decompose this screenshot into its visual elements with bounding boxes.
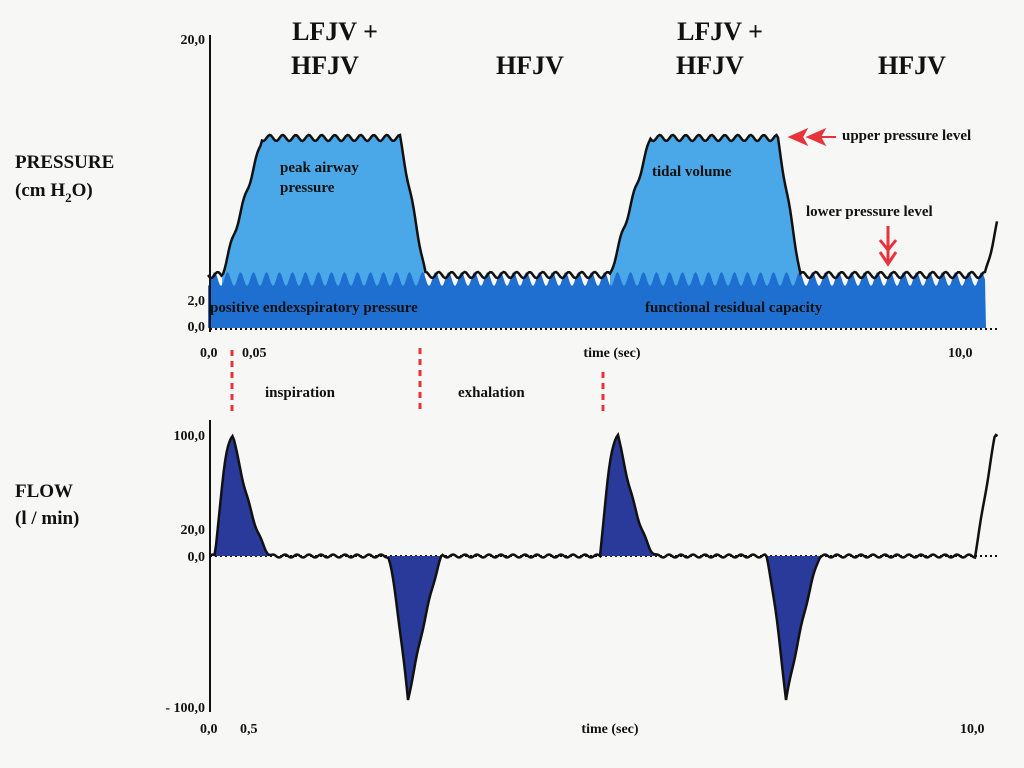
annotation: lower pressure level xyxy=(806,204,933,220)
unit-part: (cm H xyxy=(15,180,65,201)
flow-fill xyxy=(600,435,657,556)
phase-name: inspiration xyxy=(265,385,336,401)
frc-band xyxy=(208,272,986,328)
x-tick-label: 0,05 xyxy=(242,346,267,361)
x-axis-title: time (sec) xyxy=(583,346,640,361)
annotation: tidal volume xyxy=(652,164,732,180)
axis-title: FLOW xyxy=(15,481,73,502)
phase-label: HFJV xyxy=(878,51,946,80)
phase-label: LFJV + xyxy=(677,17,763,46)
axis-unit: (l / min) xyxy=(15,508,79,529)
arrow xyxy=(787,127,836,147)
unit-sub: 2 xyxy=(65,190,72,205)
y-tick-label: 2,0 xyxy=(188,294,206,309)
annotation: upper pressure level xyxy=(842,128,971,144)
phase-label: HFJV xyxy=(496,51,564,80)
x-tick-label: 0,0 xyxy=(200,346,218,361)
annotation: functional residual capacity xyxy=(645,300,823,316)
y-tick-label: 0,0 xyxy=(188,320,206,335)
y-tick-label: 20,0 xyxy=(181,33,206,48)
phase-label: HFJV xyxy=(291,51,359,80)
x-tick-label: 0,5 xyxy=(240,722,258,737)
phase-label: LFJV + xyxy=(292,17,378,46)
pressure-curve xyxy=(207,133,999,280)
annotation: positive endexspiratory pressure xyxy=(210,300,418,316)
flow-curve xyxy=(209,432,999,701)
flow-fill xyxy=(388,554,442,696)
flow-fill xyxy=(766,554,820,696)
arrow xyxy=(878,226,898,267)
waveforms xyxy=(207,35,1000,712)
y-tick-label: - 100,0 xyxy=(165,701,205,716)
annotation: peak airway xyxy=(280,160,359,176)
x-tick-label: 10,0 xyxy=(960,722,985,737)
x-tick-label: 0,0 xyxy=(200,722,218,737)
x-axis-title: time (sec) xyxy=(581,722,638,737)
phase-label: HFJV xyxy=(676,51,744,80)
tidal-fill xyxy=(222,135,425,290)
y-tick-label: 100,0 xyxy=(174,429,206,444)
phase-name: exhalation xyxy=(458,385,525,401)
flow-fill xyxy=(215,435,272,556)
axis-unit: (cm H2O) xyxy=(15,180,93,205)
y-tick-label: 20,0 xyxy=(181,523,206,538)
y-tick-label: 0,0 xyxy=(188,550,206,565)
annotation: pressure xyxy=(280,180,335,196)
tidal-fill xyxy=(610,135,800,290)
axis-title: PRESSURE xyxy=(15,152,114,173)
unit-part: O) xyxy=(72,180,93,201)
x-tick-label: 10,0 xyxy=(948,346,973,361)
